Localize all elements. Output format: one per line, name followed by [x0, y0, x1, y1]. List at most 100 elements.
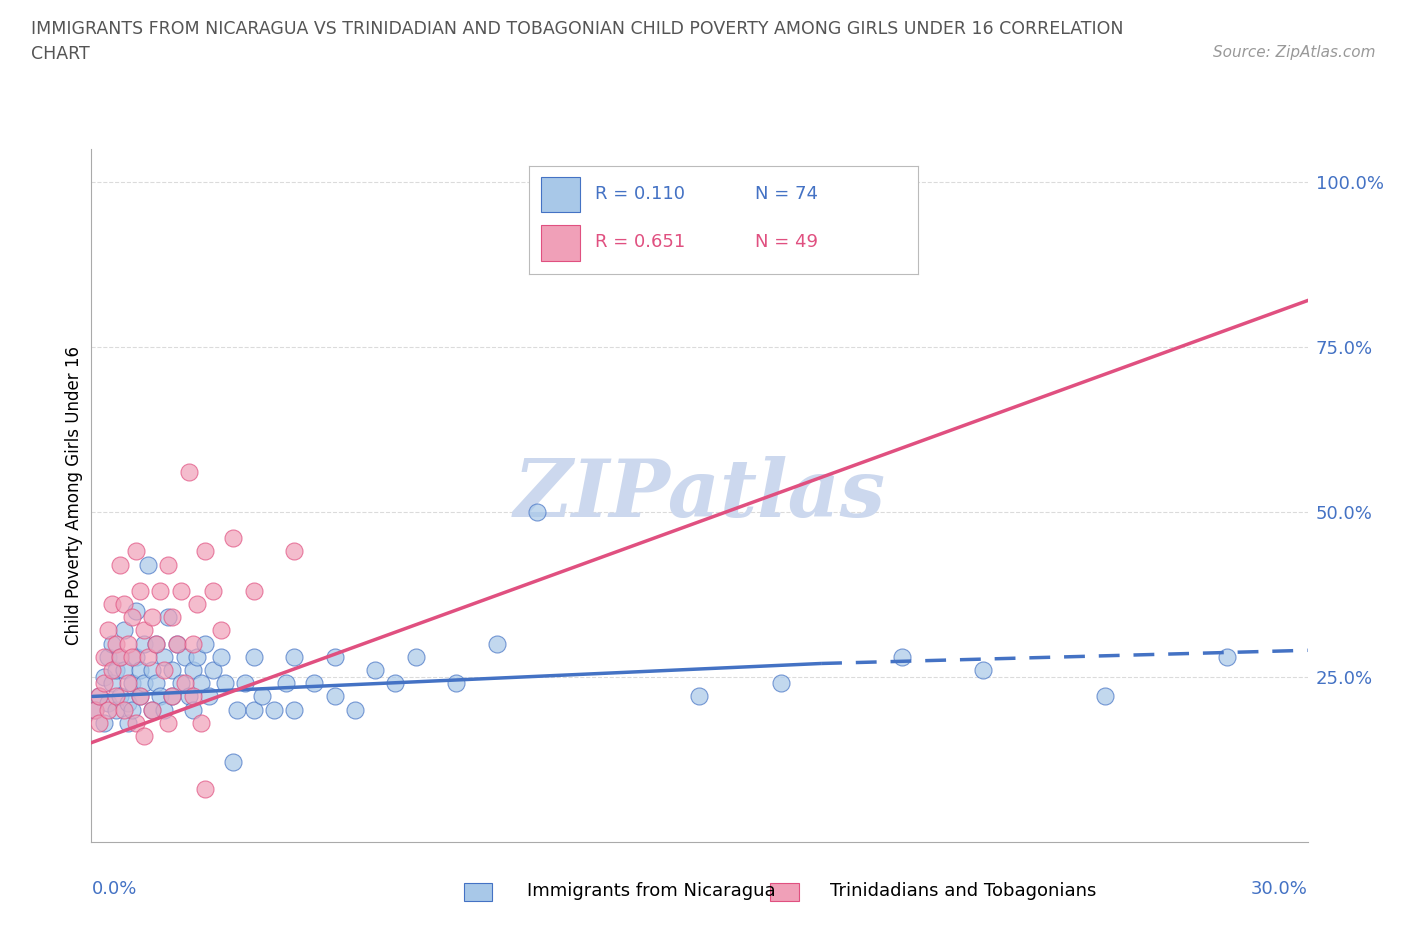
Text: Source: ZipAtlas.com: Source: ZipAtlas.com	[1212, 45, 1375, 60]
Point	[112, 597, 135, 612]
Point	[141, 663, 163, 678]
Point	[121, 649, 143, 664]
Point	[209, 649, 232, 664]
Point	[181, 636, 204, 651]
Point	[145, 676, 167, 691]
Point	[485, 636, 508, 651]
Point	[186, 597, 208, 612]
Point	[84, 702, 107, 717]
Point	[132, 728, 155, 743]
Point	[136, 649, 159, 664]
Point	[97, 649, 120, 664]
Point	[186, 649, 208, 664]
Point	[181, 663, 204, 678]
Point	[405, 649, 427, 664]
Point	[169, 583, 191, 598]
Point	[132, 623, 155, 638]
Point	[274, 676, 297, 691]
Point	[121, 676, 143, 691]
Point	[283, 544, 305, 559]
Point	[169, 676, 191, 691]
Point	[93, 649, 115, 664]
Point	[145, 636, 167, 651]
Point	[145, 636, 167, 651]
Point	[214, 676, 236, 691]
Point	[112, 663, 135, 678]
Point	[89, 715, 111, 730]
Point	[283, 702, 305, 717]
Point	[100, 676, 122, 691]
Text: 30.0%: 30.0%	[1251, 880, 1308, 897]
Point	[384, 676, 406, 691]
Point	[162, 610, 184, 625]
Point	[688, 689, 710, 704]
Point	[242, 702, 264, 717]
Point	[202, 583, 225, 598]
Point	[283, 649, 305, 664]
Point	[242, 583, 264, 598]
Point	[173, 649, 195, 664]
Point	[132, 636, 155, 651]
Point	[567, 174, 589, 189]
Point	[121, 702, 143, 717]
Point	[157, 610, 180, 625]
Point	[129, 583, 152, 598]
Point	[100, 636, 122, 651]
Point	[100, 597, 122, 612]
Text: IMMIGRANTS FROM NICARAGUA VS TRINIDADIAN AND TOBAGONIAN CHILD POVERTY AMONG GIRL: IMMIGRANTS FROM NICARAGUA VS TRINIDADIAN…	[31, 20, 1123, 38]
Point	[125, 649, 148, 664]
Point	[194, 781, 217, 796]
Point	[108, 649, 131, 664]
Point	[93, 715, 115, 730]
Point	[198, 689, 221, 704]
Point	[194, 636, 217, 651]
Point	[117, 715, 139, 730]
Point	[343, 702, 366, 717]
Point	[100, 663, 122, 678]
Point	[242, 649, 264, 664]
Point	[132, 676, 155, 691]
Point	[162, 689, 184, 704]
Point	[141, 702, 163, 717]
Point	[112, 702, 135, 717]
Point	[125, 604, 148, 618]
Text: Immigrants from Nicaragua: Immigrants from Nicaragua	[527, 882, 776, 900]
Point	[177, 689, 200, 704]
Point	[157, 557, 180, 572]
Point	[149, 689, 172, 704]
Point	[104, 663, 127, 678]
Text: Trinidadians and Tobagonians: Trinidadians and Tobagonians	[830, 882, 1095, 900]
Point	[166, 636, 188, 651]
Point	[93, 670, 115, 684]
Point	[104, 636, 127, 651]
Point	[141, 702, 163, 717]
Point	[194, 544, 217, 559]
Point	[190, 715, 212, 730]
Point	[97, 702, 120, 717]
Point	[222, 531, 245, 546]
Point	[444, 676, 467, 691]
Point	[125, 544, 148, 559]
Point	[263, 702, 285, 717]
Point	[157, 715, 180, 730]
Point	[149, 583, 172, 598]
Point	[250, 689, 273, 704]
Point	[117, 696, 139, 711]
Point	[104, 689, 127, 704]
Point	[112, 623, 135, 638]
Point	[136, 557, 159, 572]
Point	[141, 610, 163, 625]
Point	[108, 557, 131, 572]
Point	[166, 636, 188, 651]
Point	[117, 676, 139, 691]
Point	[89, 689, 111, 704]
Point	[153, 702, 176, 717]
Point	[97, 696, 120, 711]
Point	[89, 689, 111, 704]
Text: 0.0%: 0.0%	[91, 880, 136, 897]
Text: ZIPatlas: ZIPatlas	[513, 457, 886, 534]
Text: CHART: CHART	[31, 45, 90, 62]
Point	[108, 649, 131, 664]
Point	[84, 702, 107, 717]
Point	[117, 636, 139, 651]
